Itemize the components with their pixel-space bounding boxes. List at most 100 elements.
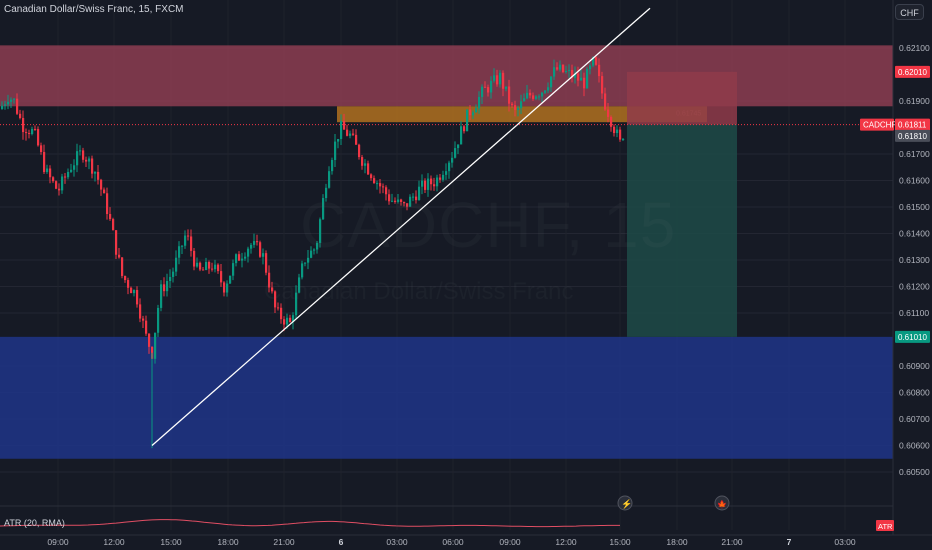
sell-zone-top-label: 0.62010 xyxy=(898,68,927,77)
candle xyxy=(619,129,622,140)
candle xyxy=(487,87,490,93)
candle xyxy=(163,284,166,292)
price-axis xyxy=(893,0,932,535)
candle xyxy=(301,263,304,278)
candle xyxy=(25,132,28,134)
candle xyxy=(61,176,64,191)
candle xyxy=(7,101,10,105)
candle xyxy=(79,150,82,152)
candle xyxy=(145,320,148,334)
candle xyxy=(607,109,610,117)
candle xyxy=(124,275,127,281)
candle xyxy=(364,163,367,166)
symbol-description[interactable]: Canadian Dollar/Swiss Franc, 15, FXCM xyxy=(4,4,184,15)
candle xyxy=(424,180,427,190)
candle xyxy=(169,276,172,281)
candle xyxy=(31,128,34,135)
candle xyxy=(112,219,115,231)
resistance-zone xyxy=(0,45,893,107)
candle xyxy=(274,291,277,308)
candle xyxy=(481,86,484,97)
candle xyxy=(604,93,607,110)
trendline xyxy=(151,7,651,446)
candle xyxy=(52,177,55,182)
candle xyxy=(322,198,325,220)
candle xyxy=(307,257,310,263)
price-tick-label: 0.60700 xyxy=(899,414,930,424)
price-tick-label: 0.61900 xyxy=(899,96,930,106)
time-tick-label: 15:00 xyxy=(609,537,631,547)
candle xyxy=(469,109,472,116)
time-tick-label: 18:00 xyxy=(666,537,688,547)
candle xyxy=(529,92,532,96)
candle xyxy=(409,196,412,207)
candle xyxy=(397,199,400,202)
currency-button[interactable]: CHF xyxy=(895,4,924,20)
candle xyxy=(10,99,13,102)
buy-zone-top-label-bg xyxy=(895,330,930,343)
symbol-price-label-name-bg xyxy=(860,118,894,131)
candle xyxy=(106,193,109,215)
candle xyxy=(427,178,430,190)
position-stop-area xyxy=(627,71,737,125)
candle xyxy=(268,272,271,288)
candle xyxy=(136,289,139,305)
support-zone xyxy=(0,336,893,459)
candle xyxy=(544,90,547,93)
time-tick-label: 21:00 xyxy=(721,537,743,547)
candle xyxy=(550,76,553,88)
candle xyxy=(493,75,496,81)
time-tick-label: 03:00 xyxy=(834,537,856,547)
candle xyxy=(337,138,340,142)
candle xyxy=(214,264,217,270)
time-tick-label: 03:00 xyxy=(386,537,408,547)
price-tick-label: 0.61100 xyxy=(899,308,929,318)
candle xyxy=(184,235,187,246)
candle xyxy=(355,134,358,145)
candle xyxy=(247,248,250,257)
candle xyxy=(589,65,592,70)
time-tick-label: 18:00 xyxy=(217,537,239,547)
candle xyxy=(292,315,295,322)
candle xyxy=(565,70,568,73)
candle xyxy=(76,151,79,166)
candle xyxy=(502,72,505,89)
candle xyxy=(595,57,598,65)
candle xyxy=(208,262,211,269)
candle xyxy=(439,177,442,180)
candle xyxy=(436,177,439,187)
price-tick-label: 0.62100 xyxy=(899,43,930,53)
atr-indicator-label[interactable]: ATR (20, RMA) xyxy=(4,518,65,528)
price-tick-label: 0.61700 xyxy=(899,149,930,159)
candle xyxy=(286,317,289,325)
candle xyxy=(580,77,583,81)
candle xyxy=(571,69,574,78)
candle xyxy=(499,72,502,85)
candles xyxy=(1,56,625,364)
candle xyxy=(328,171,331,188)
candle xyxy=(19,113,22,119)
candle xyxy=(334,141,337,161)
candle xyxy=(514,105,517,110)
candle xyxy=(94,171,97,174)
price-tick-label: 0.61600 xyxy=(899,176,930,186)
time-tick-label: 06:00 xyxy=(442,537,464,547)
sell-zone-top-label-bg xyxy=(895,65,930,78)
candle xyxy=(133,289,136,294)
candle xyxy=(304,262,307,264)
candle xyxy=(523,98,526,102)
candle xyxy=(166,280,169,292)
candle xyxy=(553,67,556,77)
price-tick-label: 0.60900 xyxy=(899,361,930,371)
candle xyxy=(418,186,421,201)
canada-flag-icon-bg xyxy=(714,495,730,511)
candle xyxy=(373,178,376,184)
candle xyxy=(466,109,469,132)
candle xyxy=(91,158,94,174)
candle xyxy=(37,129,40,146)
candle xyxy=(331,160,334,172)
candle xyxy=(325,187,328,199)
atr-badge: ATR xyxy=(878,522,893,531)
buy-zone-top-label: 0.61010 xyxy=(898,333,927,342)
